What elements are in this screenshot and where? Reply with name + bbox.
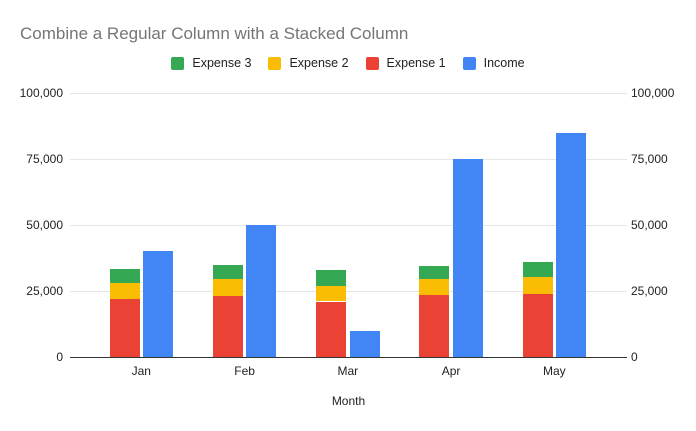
x-axis-title: Month [331, 394, 366, 408]
legend-label: Expense 1 [386, 56, 446, 70]
bar-expense-2-apr[interactable] [419, 279, 450, 295]
bar-expense-2-feb[interactable] [212, 279, 243, 297]
x-axis-label-apr: Apr [441, 364, 461, 378]
chart-legend: Expense 3 Expense 2 Expense 1 Income [0, 56, 696, 70]
bar-expense-1-mar[interactable] [316, 301, 347, 357]
legend-swatch-expense-1 [365, 56, 379, 70]
bar-income-may[interactable] [556, 132, 586, 357]
y-axis-label-right: 75,000 [631, 152, 668, 166]
chart-title: Combine a Regular Column with a Stacked … [20, 24, 409, 43]
y-axis-label-right: 25,000 [631, 284, 668, 298]
y-axis-label-left: 75,000 [26, 152, 63, 166]
legend-item-expense-1[interactable]: Expense 1 [365, 56, 446, 70]
bar-expense-2-jan[interactable] [109, 283, 140, 299]
x-axis-line [70, 357, 627, 358]
bar-expense-1-feb[interactable] [212, 296, 243, 357]
gridline-50000 [70, 225, 627, 226]
legend-item-income[interactable]: Income [462, 56, 525, 70]
x-axis-label-jan: Jan [131, 364, 151, 378]
bar-expense-2-may[interactable] [522, 276, 553, 294]
y-axis-label-left: 0 [56, 350, 63, 364]
legend-item-expense-3[interactable]: Expense 3 [171, 56, 251, 70]
legend-label: Expense 2 [289, 56, 349, 70]
y-axis-label-left: 25,000 [26, 284, 63, 298]
legend-swatch-expense-2 [268, 56, 282, 70]
x-axis-label-feb: Feb [234, 364, 255, 378]
bar-expense-3-may[interactable] [522, 262, 553, 277]
bar-income-mar[interactable] [349, 330, 380, 357]
bar-expense-3-jan[interactable] [109, 268, 140, 284]
bar-income-feb[interactable] [246, 225, 277, 357]
x-axis-label-mar: Mar [337, 364, 359, 378]
bar-income-jan[interactable] [143, 251, 173, 357]
bar-expense-3-feb[interactable] [212, 264, 243, 280]
y-axis-label-right: 50,000 [631, 218, 668, 232]
y-axis-label-left: 50,000 [26, 218, 63, 232]
bar-expense-3-apr[interactable] [419, 265, 450, 280]
legend-label: Income [483, 56, 525, 70]
bar-expense-2-mar[interactable] [316, 285, 347, 302]
legend-swatch-expense-3 [171, 56, 185, 70]
gridline-100000 [70, 93, 627, 94]
legend-item-expense-2[interactable]: Expense 2 [268, 56, 349, 70]
bar-expense-3-mar[interactable] [316, 269, 347, 286]
x-axis-label-may: May [542, 364, 566, 378]
bar-expense-1-jan[interactable] [109, 298, 140, 357]
bar-expense-1-apr[interactable] [419, 295, 450, 357]
legend-swatch-income [462, 56, 476, 70]
y-axis-label-right: 100,000 [631, 86, 675, 100]
y-axis-label-left: 100,000 [19, 86, 63, 100]
gridline-25000 [70, 291, 627, 292]
bar-expense-1-may[interactable] [522, 293, 553, 357]
y-axis-label-right: 0 [631, 350, 638, 364]
bar-income-apr[interactable] [452, 159, 483, 357]
legend-label: Expense 3 [192, 56, 252, 70]
gridline-75000 [70, 159, 627, 160]
